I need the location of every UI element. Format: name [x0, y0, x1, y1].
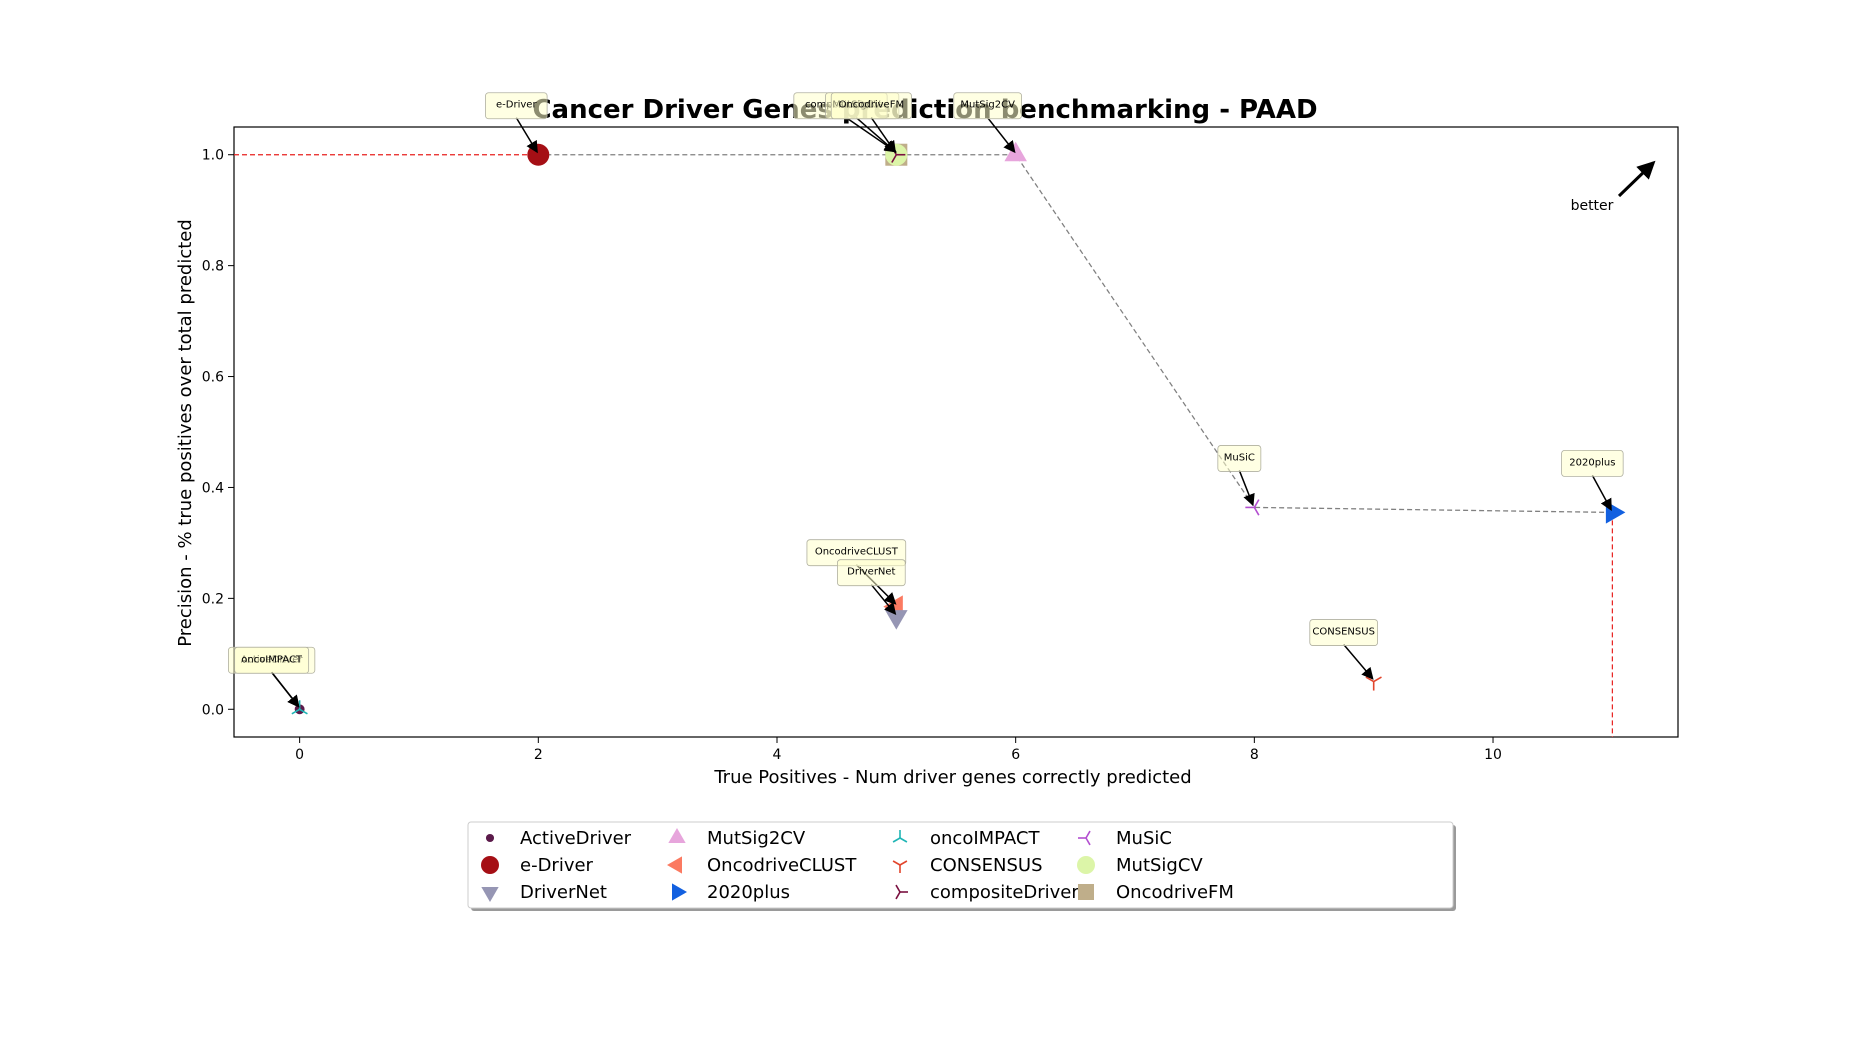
- annotation-label: MuSiC: [1224, 452, 1255, 463]
- legend-entry-oncodriveclust: OncodriveCLUST: [707, 855, 857, 876]
- legend-marker-music: [1078, 830, 1091, 846]
- x-tick-label: 10: [1484, 747, 1502, 763]
- legend-entry-2020plus: 2020plus: [707, 882, 790, 903]
- annotation-label: e-Driver: [496, 100, 537, 111]
- annotation-label: DriverNet: [847, 567, 895, 578]
- legend-entry-drivernet: DriverNet: [520, 882, 607, 903]
- legend-marker-oncoimpact: [892, 830, 908, 843]
- plot-frame: [233, 126, 1679, 738]
- annotation-label: MutSig2CV: [960, 100, 1015, 111]
- annotation-oncoimpact: oncoIMPACT: [234, 646, 310, 708]
- legend-entry-e-driver: e-Driver: [520, 855, 594, 876]
- legend: ActiveDriver e-Driver DriverNet MutSig2CV On…: [467, 821, 1456, 911]
- x-tick-label: 8: [1250, 747, 1259, 763]
- x-tick-label: 0: [295, 747, 304, 763]
- annotation-label: CONSENSUS: [1312, 627, 1375, 638]
- chart-title: Cancer Driver Genes prediction benchmark…: [532, 95, 1317, 125]
- better-label: better: [1571, 198, 1614, 214]
- point-e-driver: [527, 143, 550, 166]
- y-tick-label: 0.8: [202, 259, 224, 275]
- x-tick-label: 6: [1011, 747, 1020, 763]
- point-mutsig2cv: [1004, 141, 1027, 162]
- legend-entry-activedriver: ActiveDriver: [520, 828, 632, 849]
- legend-marker-oncodriveclust: [667, 856, 682, 874]
- point-consensus: [1365, 676, 1382, 691]
- x-tick-label: 4: [773, 747, 782, 763]
- legend-entry-compositedriver: compositeDriver: [930, 882, 1079, 903]
- legend-marker-drivernet: [481, 887, 499, 902]
- point-drivernet: [885, 610, 908, 630]
- annotation-e-driver: e-Driver: [485, 92, 548, 154]
- legend-marker-mutsigcv: [1077, 856, 1095, 874]
- annotation-label: 2020plus: [1569, 457, 1615, 468]
- plot-area: 02468100.00.20.40.60.81.0ActiveDriveronc…: [202, 92, 1679, 763]
- legend-entry-music: MuSiC: [1116, 828, 1172, 849]
- legend-marker-mutsig2cv: [668, 828, 686, 843]
- x-axis-label: True Positives - Num driver genes correc…: [713, 767, 1191, 788]
- legend-marker-2020plus: [672, 883, 687, 901]
- legend-entry-mutsig2cv: MutSig2CV: [707, 828, 806, 849]
- point-music: [1245, 499, 1260, 516]
- legend-entry-consensus: CONSENSUS: [930, 855, 1043, 876]
- annotation-2020plus: 2020plus: [1561, 450, 1624, 512]
- legend-box: [467, 821, 1454, 909]
- pareto-front-line: [538, 154, 1613, 514]
- annotation-mutsig2cv: MutSig2CV: [953, 92, 1022, 154]
- legend-entry-mutsigcv: MutSigCV: [1116, 855, 1203, 876]
- annotation-consensus: CONSENSUS: [1309, 619, 1378, 680]
- legend-marker-compositedriver: [895, 884, 908, 900]
- x-tick-label: 2: [534, 747, 543, 763]
- y-axis-label: Precision - % true positives over total …: [175, 219, 196, 647]
- annotation-label: OncodriveCLUST: [815, 547, 899, 558]
- annotation-drivernet: DriverNet: [837, 559, 906, 615]
- legend-entry-oncoimpact: oncoIMPACT: [930, 828, 1040, 849]
- better-arrow: better: [1571, 160, 1656, 214]
- y-tick-label: 0.2: [202, 591, 224, 607]
- annotation-music: MuSiC: [1217, 445, 1262, 507]
- annotation-label: OncodriveFM: [839, 100, 905, 111]
- annotation-label: oncoIMPACT: [241, 654, 303, 665]
- legend-marker-oncodrivefm: [1078, 884, 1094, 900]
- legend-marker-e-driver: [481, 856, 499, 874]
- legend-marker-activedriver: [485, 833, 495, 843]
- y-tick-label: 0.6: [202, 370, 224, 386]
- point-oncoimpact: [291, 700, 308, 715]
- y-tick-label: 0.4: [202, 480, 224, 496]
- legend-entry-oncodrivefm: OncodriveFM: [1116, 882, 1234, 903]
- y-tick-label: 0.0: [202, 702, 224, 718]
- legend-marker-consensus: [892, 860, 908, 873]
- annotation-oncodrivefm: OncodriveFM: [830, 92, 912, 154]
- y-tick-label: 1.0: [202, 148, 224, 164]
